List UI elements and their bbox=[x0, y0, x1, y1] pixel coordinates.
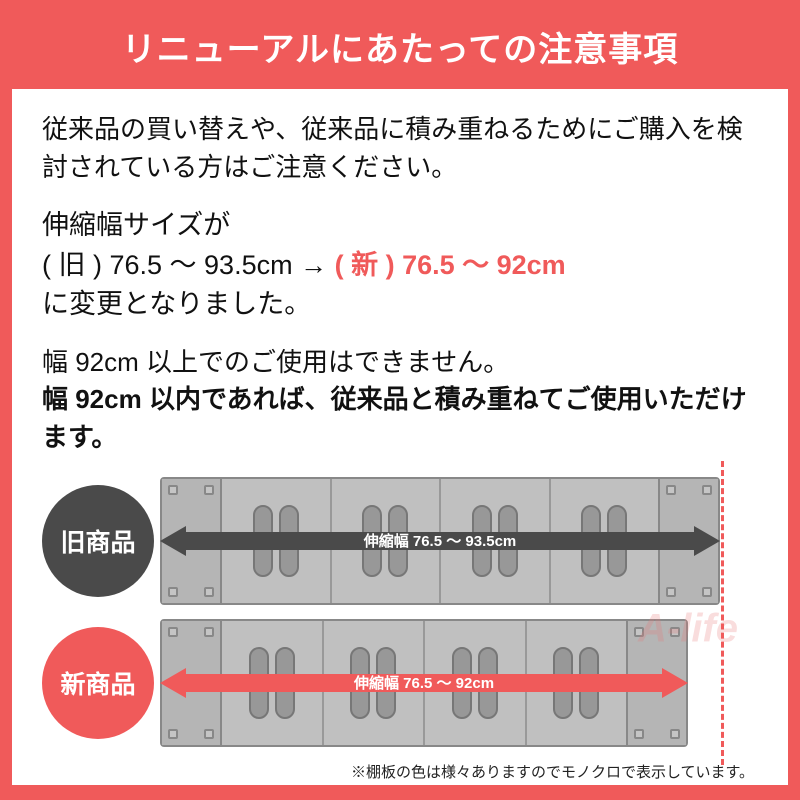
arrow-head-right-icon bbox=[662, 668, 688, 698]
old-size-text: ( 旧 ) 76.5 〜 93.5cm → bbox=[42, 250, 335, 280]
new-width-arrow: 伸縮幅 76.5 〜 92cm bbox=[160, 668, 688, 698]
footnote: ※棚板の色は様々ありますのでモノクロで表示しています。 bbox=[42, 761, 758, 782]
limit-dashed-line bbox=[721, 461, 724, 765]
stack-note: 幅 92cm 以内であれば、従来品と積み重ねてご使用いただけます。 bbox=[42, 381, 758, 456]
content-panel: 従来品の買い替えや、従来品に積み重ねるためにご購入を検討されている方はご注意くだ… bbox=[12, 89, 788, 785]
limit-text: 幅 92cm 以上でのご使用はできません。 bbox=[42, 344, 758, 382]
size-outro: に変更となりました。 bbox=[42, 285, 758, 324]
paragraph-1: 従来品の買い替えや、従来品に積み重ねるためにご購入を検討されている方はご注意くだ… bbox=[42, 111, 758, 186]
arrow-head-right-icon bbox=[694, 526, 720, 556]
infographic-card: リニューアルにあたっての注意事項 従来品の買い替えや、従来品に積み重ねるためにご… bbox=[0, 0, 800, 800]
old-arrow-label: 伸縮幅 76.5 〜 93.5cm bbox=[364, 530, 517, 551]
size-intro: 伸縮幅サイズが bbox=[42, 206, 758, 245]
new-product-row: 新商品 伸縮幅 76.5 〜 92cm bbox=[42, 619, 758, 747]
paragraph-2: 伸縮幅サイズが ( 旧 ) 76.5 〜 93.5cm → ( 新 ) 76.5… bbox=[42, 206, 758, 323]
paragraph-3: 幅 92cm 以上でのご使用はできません。 幅 92cm 以内であれば、従来品と… bbox=[42, 344, 758, 457]
arrow-head-left-icon bbox=[160, 526, 186, 556]
size-change-line: ( 旧 ) 76.5 〜 93.5cm → ( 新 ) 76.5 〜 92cm bbox=[42, 246, 758, 285]
new-size-text: ( 新 ) 76.5 〜 92cm bbox=[335, 250, 566, 280]
header-title: リニューアルにあたっての注意事項 bbox=[12, 12, 788, 89]
diagram-area: A-life 旧商品 伸縮幅 76.5 〜 93.5cm 新商品 bbox=[42, 477, 758, 782]
new-arrow-label: 伸縮幅 76.5 〜 92cm bbox=[354, 672, 494, 693]
old-arrow-bar: 伸縮幅 76.5 〜 93.5cm bbox=[186, 532, 694, 550]
old-product-row: 旧商品 伸縮幅 76.5 〜 93.5cm bbox=[42, 477, 758, 605]
new-badge: 新商品 bbox=[42, 627, 154, 739]
old-shelf-wrap: 伸縮幅 76.5 〜 93.5cm bbox=[160, 477, 758, 605]
arrow-head-left-icon bbox=[160, 668, 186, 698]
old-badge: 旧商品 bbox=[42, 485, 154, 597]
old-width-arrow: 伸縮幅 76.5 〜 93.5cm bbox=[160, 526, 720, 556]
new-shelf-wrap: 伸縮幅 76.5 〜 92cm bbox=[160, 619, 758, 747]
new-arrow-bar: 伸縮幅 76.5 〜 92cm bbox=[186, 674, 662, 692]
